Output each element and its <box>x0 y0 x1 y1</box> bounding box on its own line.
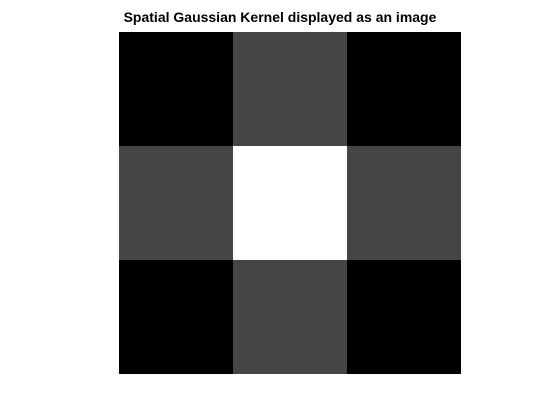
heatmap-cell-r2-c2 <box>233 146 348 261</box>
heatmap-cell-r3-c3 <box>347 260 461 374</box>
heatmap-cell-r3-c2 <box>233 260 348 374</box>
heatmap-cell-r2-c3 <box>347 146 461 261</box>
heatmap-cell-r1-c1 <box>119 32 234 147</box>
heatmap-cell-r1-c3 <box>347 32 461 147</box>
heatmap-cell-r1-c2 <box>233 32 348 147</box>
heatmap-cell-r3-c1 <box>119 260 234 374</box>
chart-title: Spatial Gaussian Kernel displayed as an … <box>123 9 437 25</box>
heatmap-cell-r2-c1 <box>119 146 234 261</box>
heatmap-image <box>119 32 461 374</box>
